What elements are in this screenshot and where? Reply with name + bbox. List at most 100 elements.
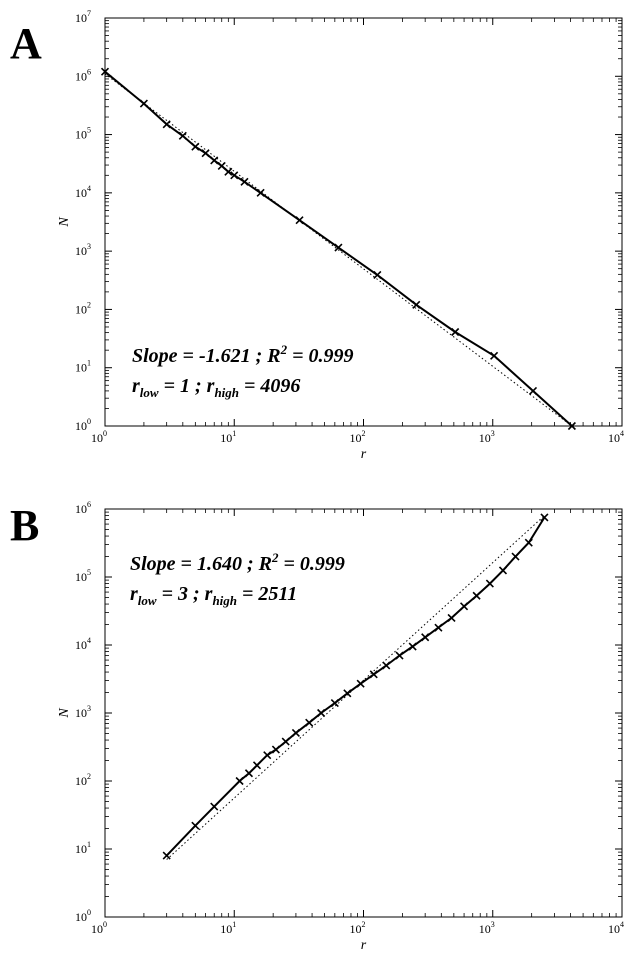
x-tick-label: 103 — [479, 920, 495, 936]
data-point-marker — [334, 243, 343, 252]
data-point-marker — [295, 216, 304, 225]
data-point-marker — [330, 698, 339, 708]
y-axis-label: N — [57, 217, 72, 228]
marker-stroke — [540, 513, 549, 522]
x-tick-label: 102 — [350, 920, 366, 936]
y-tick-label: 103 — [75, 242, 91, 258]
marker-stroke — [191, 142, 200, 151]
marker-stroke — [162, 851, 171, 860]
y-tick-label: 100 — [75, 417, 91, 433]
data-point-marker — [451, 327, 460, 337]
data-point-marker — [235, 776, 244, 786]
data-point-marker — [263, 751, 272, 760]
data-point-marker — [191, 821, 200, 830]
x-tick-label: 104 — [608, 920, 624, 936]
data-point-marker — [100, 67, 110, 76]
data-point-marker — [210, 802, 219, 811]
marker-stroke — [334, 243, 343, 252]
data-point-marker — [305, 718, 314, 727]
data-point-marker — [524, 538, 533, 547]
y-tick-label: 102 — [75, 772, 91, 788]
data-point-marker — [373, 270, 382, 280]
x-tick-label: 103 — [479, 429, 495, 445]
x-tick-label: 102 — [350, 429, 366, 445]
chart-panel-b: 100 101 102 103 104 100 101 102 103 104 105 106 r N Sl… — [57, 500, 624, 953]
marker-stroke — [528, 386, 538, 395]
data-point-marker — [244, 769, 254, 778]
plot-frame — [104, 508, 623, 918]
data-point-marker — [567, 421, 576, 431]
data-point-marker — [408, 642, 417, 651]
marker-stroke — [305, 718, 314, 727]
data-point-marker — [528, 386, 538, 395]
marker-stroke — [382, 661, 391, 670]
marker-stroke — [281, 737, 290, 746]
data-point-marker — [256, 188, 265, 197]
panel-letter-b: B — [10, 501, 39, 550]
data-point-marker — [395, 651, 404, 660]
marker-stroke — [210, 802, 219, 811]
marker-stroke — [244, 769, 254, 778]
y-tick-label: 106 — [75, 67, 91, 83]
data-point-marker — [447, 613, 456, 623]
data-point-marker — [412, 300, 421, 309]
data-point-marker — [240, 177, 249, 186]
marker-stroke — [271, 745, 280, 754]
data-point-marker — [291, 728, 300, 737]
marker-stroke — [408, 642, 417, 651]
data-point-marker — [162, 120, 171, 129]
x-axis-label: r — [361, 938, 367, 953]
x-axis-label: r — [361, 447, 367, 462]
plot-frame — [104, 17, 623, 427]
marker-stroke — [490, 351, 499, 360]
data-point-marker — [230, 171, 239, 180]
data-point-marker — [271, 745, 280, 754]
data-point-marker — [460, 602, 469, 611]
data-point-marker — [178, 131, 187, 140]
marker-stroke — [434, 623, 443, 632]
data-point-marker — [217, 161, 226, 170]
marker-stroke — [356, 679, 365, 688]
marker-stroke — [178, 131, 187, 140]
panel-letter-a: A — [10, 19, 42, 68]
marker-stroke — [460, 602, 469, 611]
y-tick-label: 105 — [75, 126, 91, 142]
marker-stroke — [162, 120, 171, 129]
y-tick-label: 105 — [75, 568, 91, 584]
data-point-marker — [421, 633, 430, 642]
y-tick-label: 103 — [75, 704, 91, 720]
marker-stroke — [485, 579, 494, 588]
marker-stroke — [343, 689, 352, 698]
range-annotation: rlow = 1 ; rhigh = 4096 — [132, 375, 300, 400]
marker-stroke — [498, 566, 508, 575]
data-point-marker — [162, 851, 171, 860]
marker-stroke — [373, 270, 382, 280]
marker-stroke — [201, 149, 210, 158]
data-point-marker — [191, 142, 200, 151]
fit-line — [166, 515, 545, 860]
y-axis-label: N — [57, 708, 72, 719]
x-tick-label: 101 — [220, 429, 236, 445]
y-tick-label: 101 — [75, 359, 91, 375]
data-point-marker — [201, 149, 210, 158]
marker-stroke — [412, 300, 421, 309]
y-tick-label: 104 — [75, 636, 91, 652]
data-point-marker — [343, 689, 352, 698]
y-tick-label: 107 — [75, 9, 91, 25]
data-point-marker — [540, 513, 549, 522]
data-point-marker — [210, 156, 219, 165]
marker-stroke — [240, 177, 249, 186]
marker-stroke — [447, 613, 456, 623]
data-point-marker — [252, 761, 262, 770]
y-tick-label: 104 — [75, 184, 91, 200]
marker-stroke — [395, 651, 404, 660]
data-point-marker — [434, 623, 443, 632]
x-tick-label: 100 — [91, 920, 107, 936]
data-point-marker — [498, 566, 508, 575]
marker-stroke — [369, 670, 378, 679]
marker-stroke — [210, 156, 219, 165]
marker-stroke — [256, 188, 265, 197]
range-annotation: rlow = 3 ; rhigh = 2511 — [130, 583, 297, 608]
data-point-marker — [490, 351, 499, 360]
